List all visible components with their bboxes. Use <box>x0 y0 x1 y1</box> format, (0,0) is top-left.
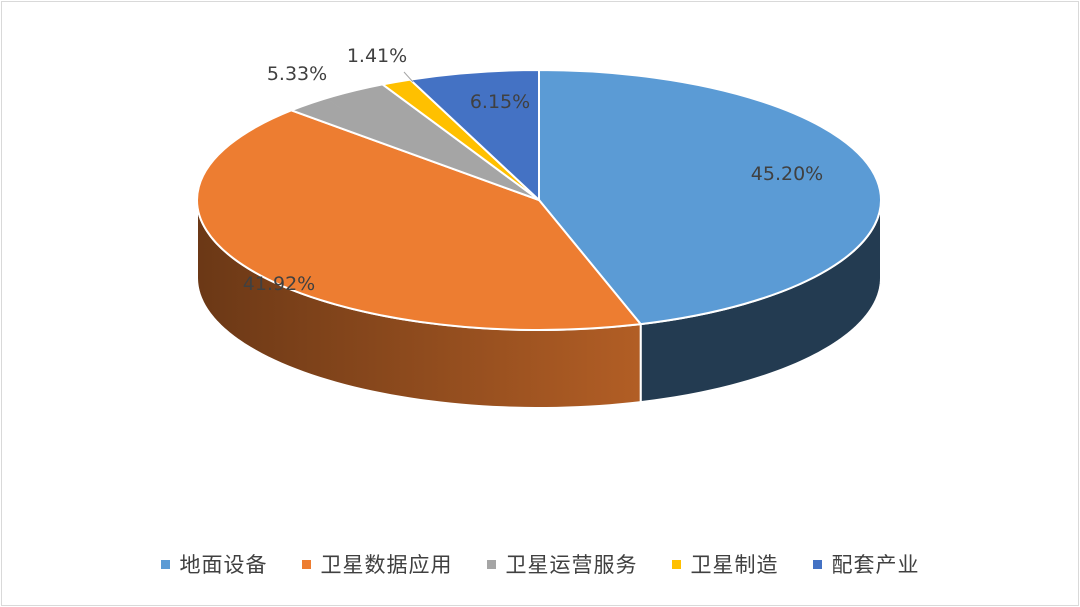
pie-slice <box>407 68 540 203</box>
leader-lines <box>328 71 414 109</box>
legend-item: 卫星制造 <box>671 549 779 579</box>
data-label: 45.20% <box>751 163 823 185</box>
legend-swatch <box>486 559 496 569</box>
legend: 地面设备 卫星数据应用 卫星运营服务 卫星制造 配套产业 <box>0 546 1080 582</box>
pie-slice <box>538 68 882 326</box>
legend-label: 卫星运营服务 <box>505 553 638 577</box>
legend-item: 卫星数据应用 <box>301 549 453 579</box>
legend-label: 地面设备 <box>179 553 268 577</box>
legend-item: 卫星运营服务 <box>486 549 638 579</box>
data-label: 1.41% <box>347 45 407 67</box>
pie-slice <box>196 109 643 331</box>
legend-swatch <box>671 559 681 569</box>
leader-line <box>403 71 414 83</box>
legend-label: 卫星数据应用 <box>320 553 453 577</box>
data-label: 41.92% <box>243 273 315 295</box>
leader-line <box>328 99 341 109</box>
legend-item: 地面设备 <box>160 549 268 579</box>
data-labels: 45.20% 41.92% 5.33% 1.41% 6.15% <box>243 45 823 295</box>
legend-item: 配套产业 <box>812 549 920 579</box>
legend-swatch <box>812 559 822 569</box>
pie-top <box>196 68 882 331</box>
legend-label: 配套产业 <box>831 553 920 577</box>
legend-label: 卫星制造 <box>690 553 779 577</box>
data-label: 5.33% <box>267 63 327 85</box>
data-label: 6.15% <box>470 91 530 113</box>
legend-swatch <box>301 559 311 569</box>
legend-swatch <box>160 559 170 569</box>
